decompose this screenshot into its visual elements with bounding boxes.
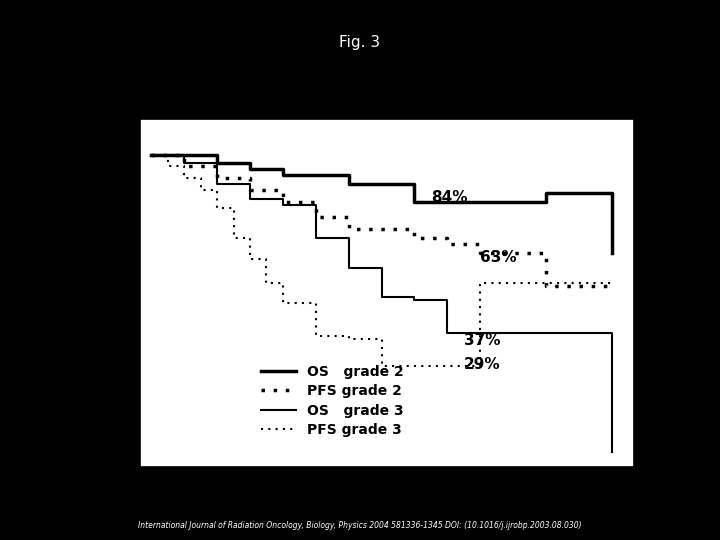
Text: International Journal of Radiation Oncology, Biology, Physics 2004 581336-1345 D: International Journal of Radiation Oncol… (138, 521, 582, 530)
Text: Fig. 3: Fig. 3 (339, 35, 381, 50)
Y-axis label: probability: probability (93, 246, 108, 340)
Text: 37%: 37% (464, 333, 500, 348)
Text: 29%: 29% (464, 357, 500, 372)
Text: 84%: 84% (431, 190, 467, 205)
Text: 63%: 63% (480, 249, 517, 265)
Legend: OS   grade 2, PFS grade 2, OS   grade 3, PFS grade 3: OS grade 2, PFS grade 2, OS grade 3, PFS… (256, 359, 410, 443)
X-axis label: months: months (352, 498, 422, 516)
